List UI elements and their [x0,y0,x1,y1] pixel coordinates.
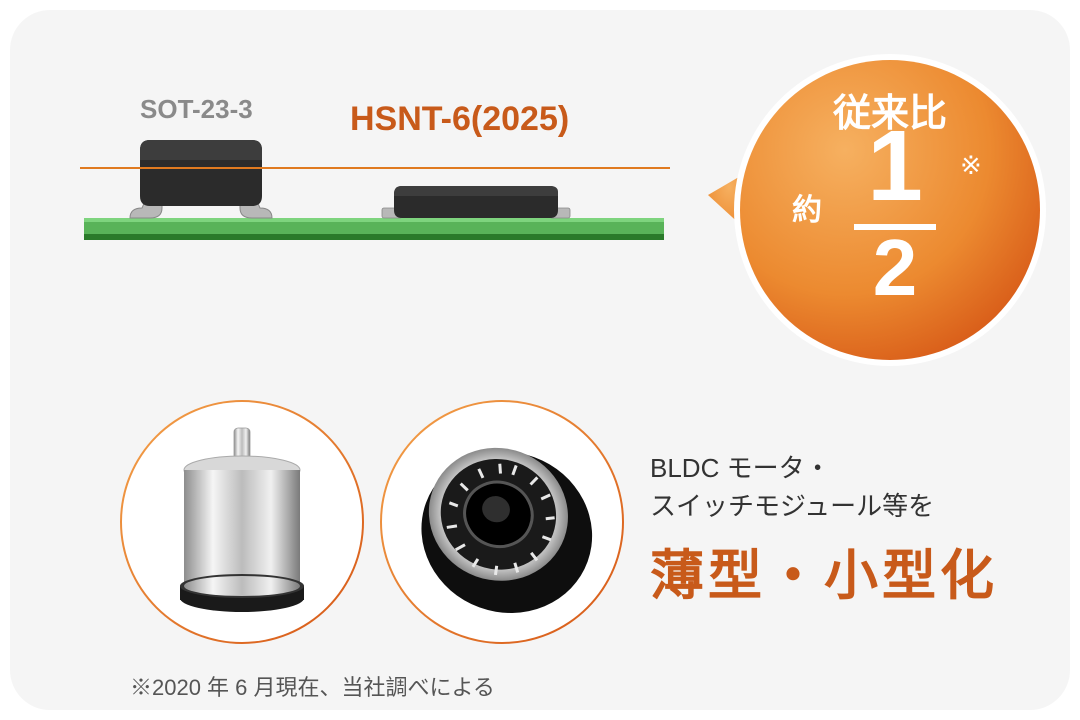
badge-asterisk: ※ [960,150,982,181]
desc-block: BLDC モータ・ スイッチモジュール等を 薄型・小型化 [650,450,998,610]
motor-side-icon [152,422,332,622]
badge-yaku: 約 [792,185,822,229]
footnote: ※2020 年 6 月現在、当社調べによる [130,670,495,702]
motor-top-icon [397,417,607,627]
card: SOT-23-3 HSNT-6(2025) [10,10,1070,710]
badge-denominator: 2 [850,228,940,308]
desc-line1: BLDC モータ・ [650,450,998,488]
motor-circle-top [380,400,624,644]
badge-numerator: 1 [850,116,940,216]
desc-line2: スイッチモジュール等を [650,488,998,526]
desc-big: 薄型・小型化 [650,531,998,610]
motor-circle-side [120,400,364,644]
package-diagram [10,10,730,270]
